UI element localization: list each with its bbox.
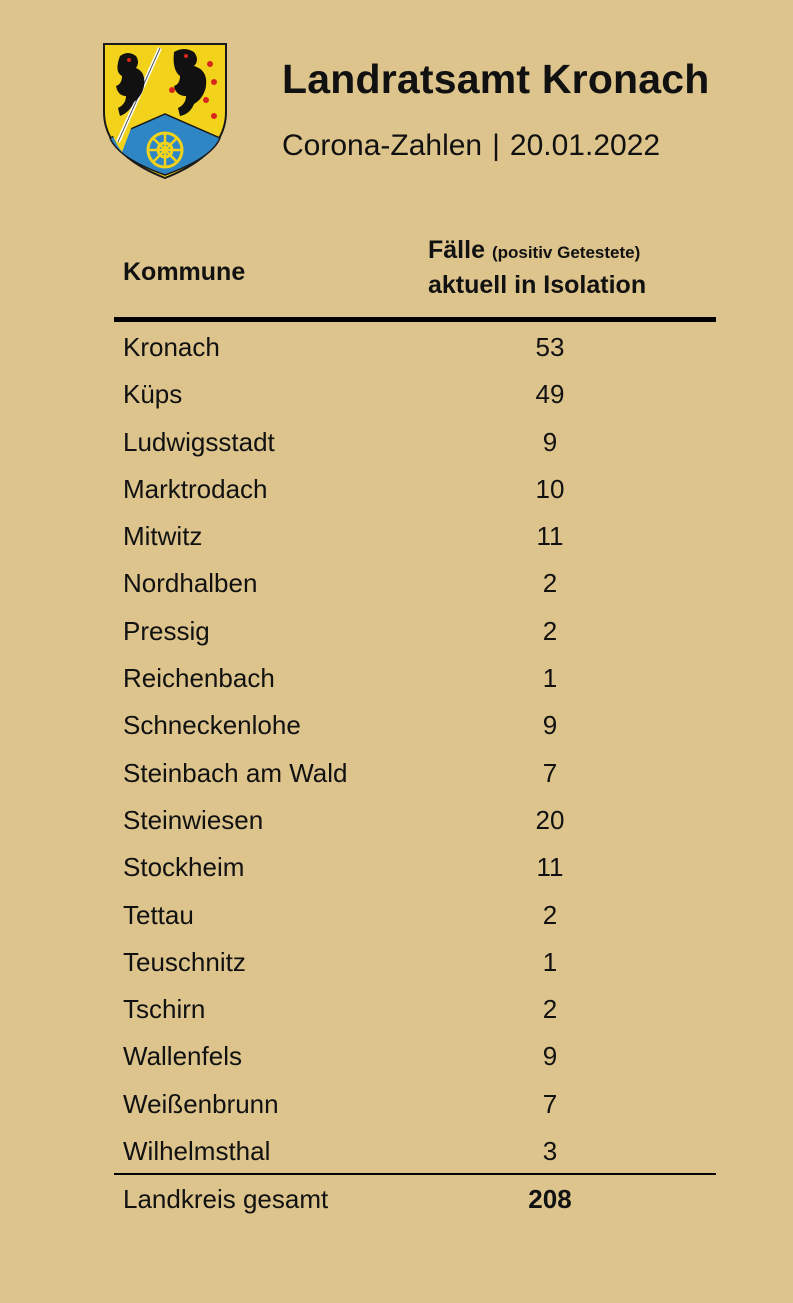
row-value: 10 [535, 473, 565, 504]
row-kommune: Pressig [123, 615, 210, 646]
header-divider [114, 317, 716, 322]
table-row: Schneckenlohe 9 [0, 702, 793, 749]
row-kommune: Stockheim [123, 852, 245, 883]
row-value: 9 [542, 426, 558, 457]
table-row: Wallenfels 9 [0, 1033, 793, 1080]
subtitle-separator: | [492, 129, 500, 162]
total-label: Landkreis gesamt [123, 1184, 329, 1214]
table-body: Kronach 53 Küps 49 Ludwigsstadt 9 Marktroda… [0, 324, 793, 1175]
row-kommune: Nordhalben [123, 568, 258, 599]
table-row: Küps 49 [0, 371, 793, 418]
row-value: 9 [542, 710, 558, 741]
row-value: 9 [542, 1041, 558, 1072]
table-row: Teuschnitz 1 [0, 939, 793, 986]
table-row: Marktrodach 10 [0, 466, 793, 513]
row-value: 11 [536, 852, 564, 883]
table-row: Mitwitz 11 [0, 513, 793, 560]
column-header-faelle-line2: aktuell in Isolation [428, 271, 647, 299]
row-value: 2 [542, 615, 558, 646]
row-value: 1 [542, 663, 558, 694]
row-kommune: Marktrodach [123, 473, 268, 504]
total-value: 208 [528, 1184, 572, 1214]
table-row: Nordhalben 2 [0, 560, 793, 607]
row-value: 1 [542, 946, 558, 977]
row-kommune: Steinbach am Wald [123, 757, 348, 788]
table-row: Tettau 2 [0, 892, 793, 939]
row-kommune: Schneckenlohe [123, 710, 301, 741]
table-row: Stockheim 11 [0, 844, 793, 891]
row-value: 2 [542, 568, 558, 599]
row-kommune: Teuschnitz [123, 946, 246, 977]
total-row: Landkreis gesamt 208 [0, 1182, 793, 1222]
table-row: Ludwigsstadt 9 [0, 419, 793, 466]
subtitle-label: Corona-Zahlen [282, 129, 483, 162]
row-value: 2 [542, 994, 558, 1025]
column-header-faelle: Fälle (positiv Getestete) aktuell in Iso… [428, 234, 646, 301]
row-value: 2 [542, 899, 558, 930]
row-kommune: Mitwitz [123, 521, 203, 552]
row-value: 11 [536, 521, 564, 552]
row-value: 20 [535, 804, 565, 835]
column-header-kommune: Kommune [123, 258, 246, 286]
table-row: Kronach 53 [0, 324, 793, 371]
row-kommune: Tschirn [123, 994, 206, 1025]
coat-of-arms-icon [103, 43, 227, 180]
row-value: 7 [542, 757, 558, 788]
subtitle-date: 20.01.2022 [509, 129, 661, 162]
table-row: Tschirn 2 [0, 986, 793, 1033]
row-value: 53 [535, 332, 565, 362]
row-value: 7 [542, 1088, 558, 1119]
row-kommune: Ludwigsstadt [123, 426, 275, 457]
row-value: 3 [542, 1136, 558, 1167]
table-row: Wilhelmsthal 3 [0, 1128, 793, 1175]
row-kommune: Steinwiesen [123, 804, 264, 835]
row-kommune: Wilhelmsthal [123, 1136, 271, 1167]
table-row: Weißenbrunn 7 [0, 1081, 793, 1128]
column-header-faelle-note: (positiv Getestete) [491, 243, 641, 262]
row-value: 49 [535, 379, 565, 410]
column-header-faelle-main: Fälle [428, 236, 485, 264]
total-divider [114, 1173, 716, 1175]
page-title: Landratsamt Kronach [282, 56, 710, 102]
table-row: Steinwiesen 20 [0, 797, 793, 844]
row-kommune: Tettau [123, 899, 194, 930]
row-kommune: Weißenbrunn [123, 1088, 279, 1119]
table-row: Reichenbach 1 [0, 655, 793, 702]
table-row: Steinbach am Wald 7 [0, 750, 793, 797]
row-kommune: Kronach [123, 332, 220, 362]
table-row: Pressig 2 [0, 608, 793, 655]
row-kommune: Küps [123, 379, 183, 410]
row-kommune: Wallenfels [123, 1041, 242, 1072]
page-subtitle: Corona-Zahlen | 20.01.2022 [282, 129, 660, 163]
row-kommune: Reichenbach [123, 663, 275, 694]
